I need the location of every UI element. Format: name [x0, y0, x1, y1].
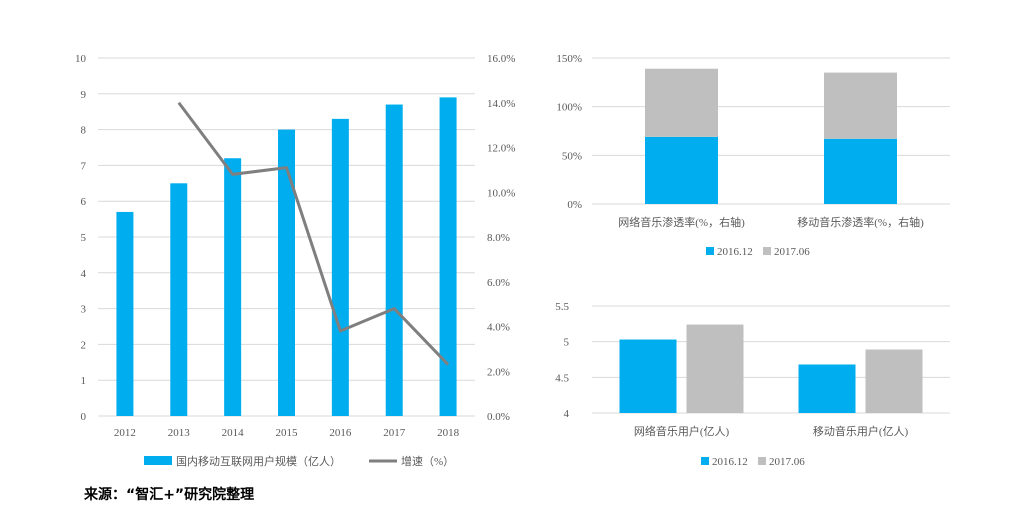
bar-user-scale	[331, 118, 349, 417]
x-tick-label: 2015	[276, 427, 299, 439]
y2-tick-label: 10.0%	[487, 187, 515, 199]
y2-tick-label: 14.0%	[487, 98, 515, 110]
bar-user-scale	[116, 211, 134, 416]
x-tick-label: 2012	[114, 427, 136, 439]
x-tick-label: 移动音乐渗透率(%，右轴)	[797, 215, 924, 229]
y2-tick-label: 6.0%	[487, 277, 510, 289]
y-tick-label: 4	[81, 268, 87, 280]
legend-swatch	[758, 457, 766, 465]
y2-tick-label: 16.0%	[487, 53, 515, 65]
line-growth-rate	[177, 101, 450, 366]
y-tick-label: 0%	[567, 199, 582, 211]
y-tick-label: 5	[81, 232, 87, 244]
bar-user-scale	[439, 97, 457, 416]
legend-label: 2017.06	[769, 456, 805, 468]
y-tick-label: 4	[564, 408, 570, 420]
x-tick-label: 网络音乐渗透率(%，右轴)	[618, 215, 745, 229]
y2-tick-label: 2.0%	[487, 366, 510, 378]
y-tick-label: 150%	[556, 53, 582, 65]
y-tick-label: 7	[81, 160, 87, 172]
legend-label: 2016.12	[717, 246, 753, 258]
chart-penetration: 0% 50% 100% 150% 网络音乐渗透率(%，右轴) 移动音乐渗透率(%，右轴) 2…	[556, 53, 950, 258]
bar-music-users	[686, 324, 744, 413]
legend-label: 国内移动互联网用户规模（亿人）	[176, 454, 341, 468]
stacked-bar-segment	[824, 138, 897, 204]
y2-tick-label: 0.0%	[487, 411, 510, 423]
bar-user-scale	[278, 129, 295, 416]
y2-tick-label: 12.0%	[487, 143, 515, 155]
bar-user-scale	[224, 158, 242, 417]
bar-music-users	[619, 339, 677, 413]
y-tick-label: 3	[81, 304, 87, 316]
x-tick-label: 网络音乐用户(亿人)	[634, 424, 730, 438]
x-tick-label: 2018	[437, 427, 460, 439]
x-tick-label: 2014	[222, 427, 245, 439]
chart-user-scale: 0 1 2 3 4 5 6 7 8 9 10 0.0% 2.0% 4.0% 6.0% 8.0% 10.0% 12.…	[75, 53, 515, 468]
legend-swatch	[701, 457, 709, 465]
x-tick-label: 2016	[329, 427, 352, 439]
y-tick-label: 50%	[562, 150, 582, 162]
legend-swatch	[706, 247, 714, 255]
x-tick-label: 2017	[383, 427, 406, 439]
y-tick-label: 0	[81, 411, 87, 423]
legend-swatch	[763, 247, 771, 255]
source-note: 来源：“智汇+”研究院整理	[84, 487, 255, 503]
y-tick-label: 2	[81, 339, 87, 351]
bar-user-scale	[385, 104, 403, 416]
stacked-bar-segment	[824, 72, 897, 139]
y-tick-label: 6	[81, 196, 87, 208]
y-tick-label: 100%	[556, 102, 582, 114]
y-tick-label: 9	[81, 89, 87, 101]
stacked-bar-segment	[645, 136, 718, 204]
legend-swatch-bar	[144, 456, 172, 465]
legend-label: 2016.12	[712, 456, 748, 468]
y-tick-label: 8	[81, 125, 87, 137]
bar-music-users	[798, 364, 856, 413]
legend-label: 增速（%）	[401, 454, 454, 468]
bar-user-scale	[170, 183, 188, 416]
y2-tick-label: 4.0%	[487, 322, 510, 334]
y2-tick-label: 8.0%	[487, 232, 510, 244]
y-tick-label: 5.5	[555, 301, 569, 313]
y-tick-label: 10	[75, 53, 87, 65]
x-tick-label: 移动音乐用户(亿人)	[813, 424, 909, 438]
chart-music-users: 4 4.5 5 5.5 网络音乐用户(亿人) 移动音乐用户(亿人) 2016.12 2017.…	[555, 301, 950, 468]
x-tick-label: 2013	[168, 427, 191, 439]
y-tick-label: 4.5	[555, 372, 569, 384]
y-tick-label: 5	[564, 337, 570, 349]
legend-label: 2017.06	[774, 246, 810, 258]
y-tick-label: 1	[81, 375, 87, 387]
bar-music-users	[865, 349, 923, 413]
stacked-bar-segment	[645, 68, 718, 137]
